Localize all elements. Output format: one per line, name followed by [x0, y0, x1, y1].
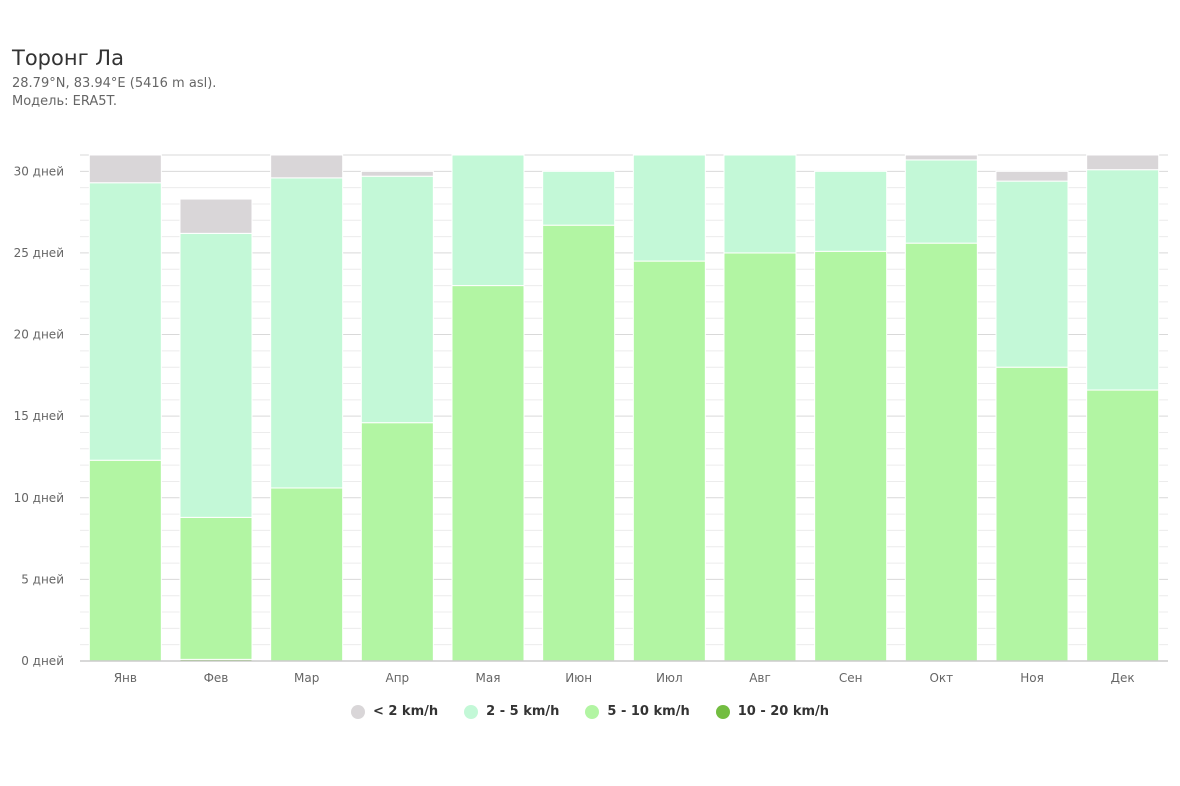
bar-segment — [995, 366, 1069, 662]
x-tick-label: Янв — [114, 671, 137, 685]
bar-segment — [632, 260, 706, 662]
y-tick-label: 0 дней — [21, 654, 64, 668]
y-tick-label: 25 дней — [14, 246, 64, 260]
bar-segment — [88, 459, 162, 662]
legend-item-10-20[interactable]: 10 - 20 km/h — [715, 704, 830, 719]
bar-segment — [360, 170, 434, 177]
bar-segment — [1086, 389, 1160, 662]
bar-segment — [451, 285, 525, 662]
y-tick-label: 10 дней — [14, 491, 64, 505]
bar-segment — [179, 232, 253, 518]
legend-swatch-2-5 — [464, 704, 479, 719]
legend-item-2-5[interactable]: 2 - 5 km/h — [464, 704, 559, 719]
bar-segment — [723, 252, 797, 662]
bar-segment — [88, 154, 162, 184]
y-tick-label: 30 дней — [14, 164, 64, 178]
bar-segment — [1086, 154, 1160, 171]
bar-segment — [904, 154, 978, 161]
bar-segment — [542, 224, 616, 662]
y-tick-label: 5 дней — [21, 572, 64, 586]
x-tick-label: Апр — [385, 671, 409, 685]
bar-segment — [904, 242, 978, 662]
bar-segment — [995, 170, 1069, 182]
model-subtitle: Модель: ERA5T. — [12, 94, 118, 109]
x-tick-label: Дек — [1111, 671, 1135, 685]
x-tick-label: Июл — [656, 671, 683, 685]
location-subtitle: 28.79°N, 83.94°E (5416 m asl). — [12, 76, 217, 91]
bar-segment — [814, 250, 888, 662]
bar-segment — [632, 154, 706, 262]
legend-label-lt2: < 2 km/h — [372, 704, 439, 719]
y-tick-label: 15 дней — [14, 409, 64, 423]
legend-swatch-10-20 — [715, 704, 730, 719]
bar-segment — [270, 177, 344, 489]
x-tick-label: Фев — [204, 671, 229, 685]
chart-title: Торонг Ла — [12, 46, 124, 70]
bar-segment — [542, 170, 616, 226]
x-tick-label: Мая — [476, 671, 501, 685]
x-tick-label: Июн — [565, 671, 592, 685]
bar-segment — [179, 198, 253, 234]
bar-segment — [995, 180, 1069, 368]
legend-label-10-20: 10 - 20 km/h — [737, 704, 830, 719]
bar-segment — [723, 154, 797, 254]
bar-segment — [904, 159, 978, 244]
legend-label-5-10: 5 - 10 km/h — [607, 704, 690, 719]
x-tick-label: Авг — [749, 671, 771, 685]
bar-segment — [179, 516, 253, 660]
x-tick-label: Окт — [929, 671, 953, 685]
y-tick-label: 20 дней — [14, 328, 64, 342]
legend-item-lt2[interactable]: < 2 km/h — [350, 704, 439, 719]
x-tick-label: Мар — [294, 671, 319, 685]
legend-swatch-5-10 — [585, 704, 600, 719]
wind-speed-chart: 0 дней 5 дней 10 дней 15 дней 20 дней 25 дней… — [14, 154, 1168, 685]
x-tick-label: Ноя — [1020, 671, 1044, 685]
bar-segment — [451, 154, 525, 287]
legend-label-2-5: 2 - 5 km/h — [486, 704, 560, 719]
chart-legend: < 2 km/h 2 - 5 km/h 5 - 10 km/h 10 - 20 … — [0, 704, 1180, 719]
bar-segment — [814, 170, 888, 252]
bar-segment — [360, 422, 434, 662]
legend-item-5-10[interactable]: 5 - 10 km/h — [585, 704, 690, 719]
bar-segment — [88, 182, 162, 461]
bar-segment — [270, 487, 344, 662]
bar-segment — [270, 154, 344, 179]
bar-segment — [1086, 169, 1160, 391]
bar-segment — [360, 175, 434, 424]
x-tick-label: Сен — [839, 671, 863, 685]
legend-swatch-lt2 — [350, 704, 365, 719]
